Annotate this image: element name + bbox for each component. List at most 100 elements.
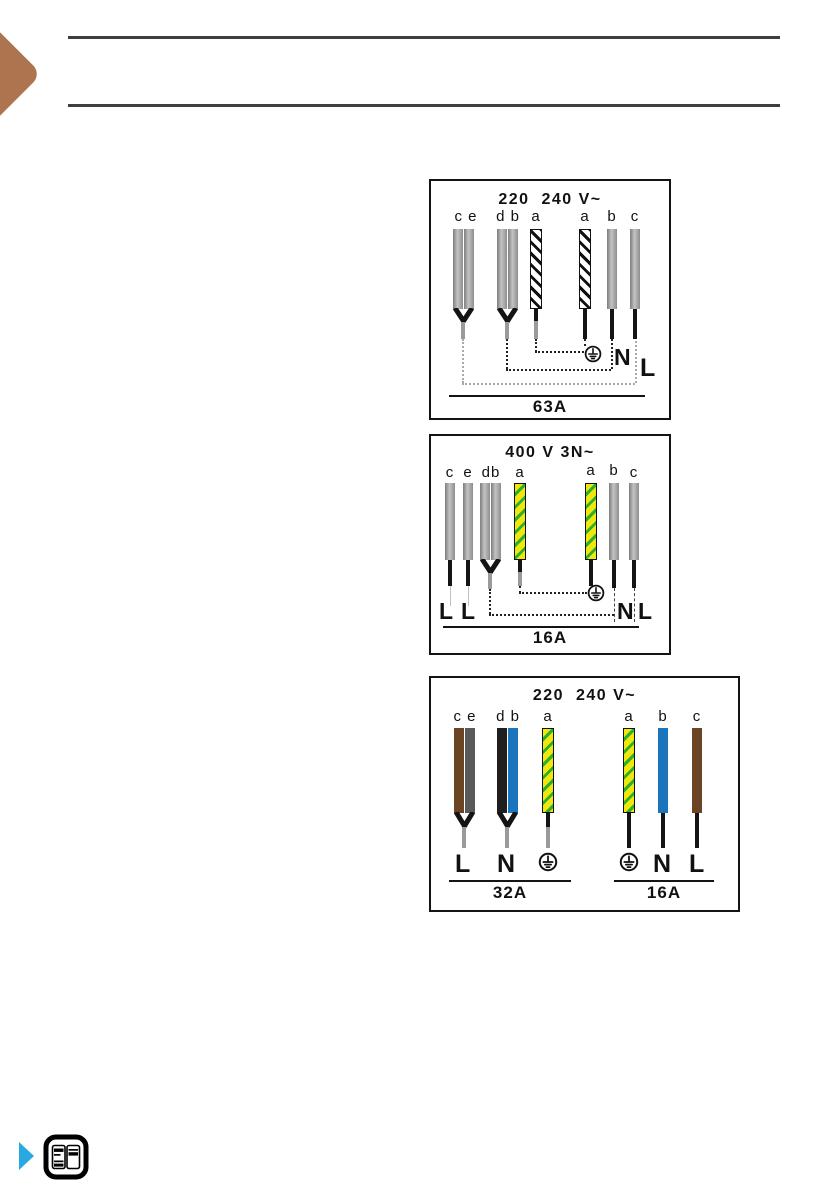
wire-label-e: e bbox=[463, 464, 473, 481]
earth-icon bbox=[584, 345, 602, 363]
wire-lead bbox=[583, 309, 587, 339]
amp-rating: 16A bbox=[646, 883, 682, 902]
pointer-triangle-icon bbox=[19, 1142, 34, 1170]
wire-label-db: d b bbox=[496, 708, 520, 725]
wire-lead bbox=[534, 321, 538, 339]
earth-icon bbox=[619, 852, 639, 872]
dotted-connector bbox=[535, 339, 537, 352]
wire-lead bbox=[610, 309, 614, 339]
wire-lead bbox=[534, 309, 538, 321]
wire-lead bbox=[546, 827, 550, 848]
wire-lead bbox=[505, 322, 509, 339]
wire-bar bbox=[629, 483, 639, 560]
amp-rating: 32A bbox=[492, 883, 528, 902]
wire-label-c2: c bbox=[629, 464, 639, 481]
wire-lead bbox=[695, 813, 699, 848]
terminal-n-label: N bbox=[617, 598, 634, 624]
wire-lead bbox=[505, 827, 509, 848]
wire-bar-blue bbox=[508, 728, 518, 813]
wire-lead bbox=[518, 572, 522, 586]
manual-book-icon bbox=[43, 1134, 89, 1180]
wire-lead bbox=[589, 560, 593, 586]
terminal-l-label: L bbox=[461, 598, 476, 624]
wire-label-c: c bbox=[630, 208, 640, 225]
terminal-l-label: L bbox=[455, 850, 471, 878]
wire-vjoin bbox=[496, 308, 519, 323]
diagram-title: 220 240 V~ bbox=[532, 687, 637, 704]
dotted-connector bbox=[489, 614, 614, 616]
terminal-l-label: L bbox=[638, 598, 653, 624]
wire-lead bbox=[462, 827, 466, 848]
wire-lead bbox=[448, 560, 452, 586]
wire-bar-black bbox=[497, 728, 507, 813]
wire-lead bbox=[633, 309, 637, 339]
wire-lead bbox=[488, 573, 492, 589]
dashed-connector bbox=[614, 588, 615, 622]
terminal-n-label: N bbox=[497, 850, 516, 878]
wire-label-ce: c e bbox=[453, 708, 477, 725]
wire-label-ce: c e bbox=[454, 208, 478, 225]
wire-bar bbox=[453, 229, 463, 309]
amp-rule bbox=[443, 626, 639, 628]
wire-bar bbox=[445, 483, 455, 560]
terminal-l-label: L bbox=[439, 598, 454, 624]
amp-rating: 16A bbox=[532, 628, 568, 647]
dotted-connector bbox=[519, 592, 587, 594]
dotted-connector bbox=[635, 341, 637, 383]
wire-bar bbox=[497, 229, 507, 309]
wire-vjoin bbox=[496, 812, 519, 828]
wire-vjoin bbox=[453, 812, 476, 828]
wiring-diagram-400v-16a: 400 V 3N~ c e db a a b c L L bbox=[429, 434, 671, 655]
wiring-diagram-63a: 220 240 V~ c e d b a a b c bbox=[429, 179, 671, 420]
wire-label-a2: a bbox=[580, 208, 590, 225]
wire-lead bbox=[518, 560, 522, 572]
terminal-l-label: L bbox=[689, 850, 705, 878]
wire-label-a1: a bbox=[515, 464, 525, 481]
amp-rating: 63A bbox=[532, 397, 568, 416]
wire-label-c: c bbox=[445, 464, 455, 481]
wire-bar bbox=[609, 483, 619, 560]
wire-label-a1: a bbox=[531, 208, 541, 225]
terminal-n-label: N bbox=[614, 344, 631, 370]
terminal-n-label: N bbox=[653, 850, 672, 878]
wire-vjoin bbox=[452, 308, 475, 323]
dotted-connector bbox=[489, 589, 491, 614]
wire-vjoin bbox=[479, 559, 502, 574]
wire-bar bbox=[463, 483, 473, 560]
dotted-connector bbox=[462, 339, 464, 383]
lead-guide-line bbox=[450, 586, 451, 606]
wire-label-a2: a bbox=[624, 708, 634, 725]
dotted-connector bbox=[584, 339, 586, 346]
wire-lead bbox=[632, 560, 636, 588]
wire-label-b: b bbox=[607, 208, 617, 225]
wire-label-c: c bbox=[692, 708, 702, 725]
wire-bar bbox=[480, 483, 490, 560]
wire-bar-brown bbox=[692, 728, 702, 813]
wire-label-db: db bbox=[481, 464, 501, 481]
terminal-l-label: L bbox=[640, 354, 656, 382]
wire-lead bbox=[461, 322, 465, 339]
wire-bar-blue bbox=[658, 728, 668, 813]
corner-diamond-decoration bbox=[0, 20, 42, 128]
dotted-connector bbox=[611, 339, 613, 369]
wire-bar bbox=[508, 229, 518, 309]
wire-label-db: d b bbox=[496, 208, 520, 225]
dotted-connector bbox=[506, 369, 611, 371]
wire-bar bbox=[630, 229, 640, 309]
wire-bar-earth bbox=[514, 483, 526, 560]
wire-lead bbox=[466, 560, 470, 586]
wire-label-b: b bbox=[658, 708, 668, 725]
wire-bar-earth bbox=[585, 483, 597, 560]
wire-bar-hatched bbox=[530, 229, 542, 309]
wiring-diagram-32a-16a: 220 240 V~ c e d b a a b c L N bbox=[429, 676, 740, 912]
wire-bar bbox=[491, 483, 501, 560]
wire-label-a2: a bbox=[586, 462, 596, 479]
wire-bar-gray bbox=[465, 728, 475, 813]
header-rule-top bbox=[68, 36, 780, 39]
diagram-title: 400 V 3N~ bbox=[505, 444, 595, 461]
wire-bar bbox=[607, 229, 617, 309]
wire-bar-earth bbox=[623, 728, 635, 813]
wire-bar-brown bbox=[454, 728, 464, 813]
wire-bar-earth bbox=[542, 728, 554, 813]
